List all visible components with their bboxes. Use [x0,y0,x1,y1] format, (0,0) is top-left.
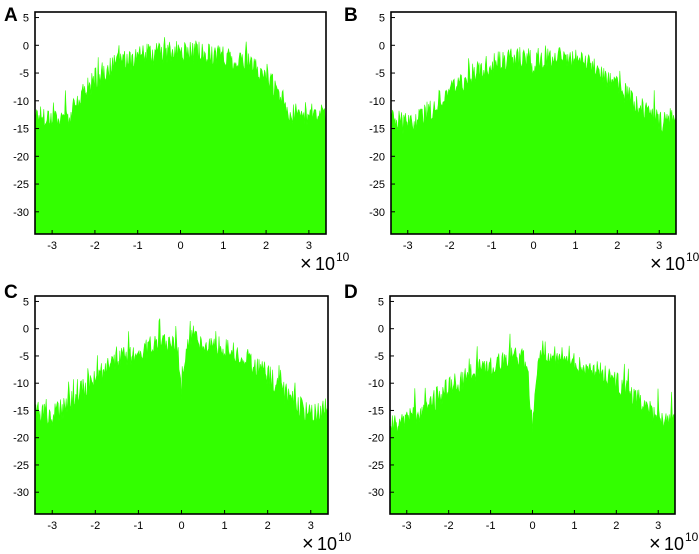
y-tick-label: 0 [379,40,385,52]
y-tick-label: 5 [379,13,385,25]
x-tick-label: -1 [486,520,496,532]
y-tick-label: -25 [13,460,29,472]
x-tick-label: -2 [445,240,455,252]
x-tick-label: -3 [402,520,412,532]
y-tick-label: -10 [13,96,29,108]
y-tick-label: -10 [13,378,29,390]
y-tick-label: 0 [378,324,384,336]
x-tick-label: 0 [177,240,183,252]
x-tick-label: 0 [530,240,536,252]
panel-d: D 50-5-10-15-20-25-30-3 -2 -1 0 1 2 3× 10 10 [344,282,699,554]
y-tick-label: -30 [369,207,385,219]
y-tick-label: -25 [368,460,384,472]
multiplier-power: 10 [338,530,352,544]
y-tick-label: -15 [369,124,385,136]
panel-label: D [344,282,358,303]
multiplier-power: 10 [685,530,699,544]
y-tick-label: -30 [368,487,384,499]
x-tick-label: 1 [572,240,578,252]
x-tick-label: -2 [90,240,100,252]
y-tick-label: -20 [13,433,29,445]
x-tick-label: -1 [134,520,144,532]
x-tick-label: 2 [263,240,269,252]
x-tick-label: 2 [614,240,620,252]
x-tick-label: -3 [47,520,57,532]
panel-b: B 50-5-10-15-20-25-30-3 -2 -1 0 1 2 3× 10 10 [344,5,699,275]
x-tick-label: 1 [222,520,228,532]
multiplier-times: × [649,533,661,554]
multiplier-times: × [300,253,312,275]
y-tick-label: -10 [368,378,384,390]
y-tick-label: 5 [378,296,384,308]
y-tick-label: -10 [369,96,385,108]
x-tick-label: 2 [265,520,271,532]
multiplier-times: × [650,253,662,275]
x-tick-label: 3 [656,240,662,252]
y-tick-label: -30 [13,487,29,499]
x-tick-label: -3 [403,240,413,252]
x-axis-multiplier: × 10 10 [300,250,350,275]
y-tick-label: -5 [19,68,29,80]
x-tick-label: 3 [308,520,314,532]
x-tick-label: 1 [571,520,577,532]
x-tick-label: -2 [444,520,454,532]
x-tick-label: 2 [613,520,619,532]
spectrum-area [35,318,328,514]
y-tick-label: -20 [369,151,385,163]
x-axis-multiplier: × 10 10 [650,250,699,275]
multiplier-base: 10 [665,254,685,274]
x-tick-label: 3 [655,520,661,532]
y-tick-label: -15 [13,124,29,136]
panel-label: B [344,5,358,26]
x-tick-label: -1 [487,240,497,252]
y-tick-label: 5 [23,13,29,25]
x-tick-label: -1 [133,240,143,252]
multiplier-power: 10 [686,250,699,264]
y-tick-label: -30 [13,207,29,219]
y-tick-label: -5 [374,351,384,363]
y-tick-label: -25 [13,179,29,191]
x-tick-label: 0 [178,520,184,532]
multiplier-base: 10 [664,534,684,554]
y-tick-label: -20 [368,433,384,445]
spectrum-area [35,37,326,234]
multiplier-times: × [302,533,314,554]
panel-label: C [4,282,18,303]
x-tick-label: 1 [220,240,226,252]
y-tick-label: -15 [13,405,29,417]
x-axis-multiplier: × 10 10 [302,530,352,554]
spectrum-area [391,45,676,234]
panel-c: C 50-5-10-15-20-25-30-3 -2 -1 0 1 2 3× 10 10 [4,282,352,554]
x-tick-label: 3 [306,240,312,252]
y-tick-label: -20 [13,151,29,163]
y-tick-label: -5 [375,68,385,80]
y-tick-label: -25 [369,179,385,191]
spectrum-area [390,333,675,514]
x-tick-label: 0 [529,520,535,532]
x-tick-label: -3 [47,240,57,252]
multiplier-power: 10 [336,250,350,264]
panel-a: A 50-5-10-15-20-25-30-3 -2 -1 0 1 2 3× 10 10 [4,5,350,275]
y-tick-label: 5 [23,296,29,308]
multiplier-base: 10 [317,534,337,554]
x-tick-label: -2 [90,520,100,532]
x-axis-multiplier: × 10 10 [649,530,699,554]
y-tick-label: 0 [23,324,29,336]
y-tick-label: 0 [23,40,29,52]
panel-label: A [4,5,18,26]
y-tick-label: -15 [368,405,384,417]
multiplier-base: 10 [315,254,335,274]
y-tick-label: -5 [19,351,29,363]
